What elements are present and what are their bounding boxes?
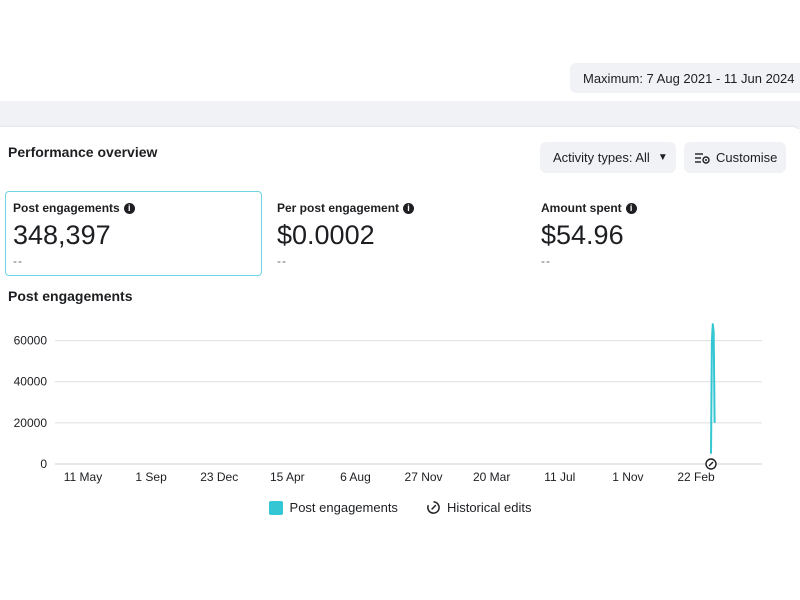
legend-swatch [268, 500, 283, 515]
metric-value: $54.96 [541, 220, 624, 250]
legend-item-post-engagements[interactable]: Post engagements [268, 500, 398, 515]
x-tick-label: 1 Sep [135, 470, 167, 484]
x-tick-label: 11 Jul [544, 470, 575, 484]
x-axis-ticks: 11 May 1 Sep 23 Dec 15 Apr 6 Aug 27 Nov 20 Mar… [64, 470, 715, 484]
date-range-label: Maximum: 7 Aug 2021 - 11 Jun 2024 [583, 70, 795, 86]
chart-gridlines [55, 340, 762, 465]
customise-icon [695, 152, 710, 164]
x-tick-label: 22 Feb [677, 470, 715, 484]
activity-types-dropdown[interactable]: Activity types: All ▼ [540, 142, 676, 173]
y-axis-ticks: 0 20000 40000 60000 [14, 334, 48, 471]
x-tick-label: 6 Aug [340, 470, 371, 484]
x-tick-label: 1 Nov [612, 470, 643, 484]
y-tick-label: 60000 [14, 334, 48, 348]
y-tick-label: 40000 [14, 375, 48, 389]
historical-edit-marker[interactable] [705, 458, 717, 470]
legend-label: Historical edits [446, 500, 532, 515]
metric-amount-spent[interactable]: Amount spent i $54.96 -- [533, 191, 790, 276]
x-tick-label: 15 Apr [270, 470, 305, 484]
x-tick-label: 27 Nov [405, 470, 443, 484]
metric-label: Amount spent [541, 201, 622, 215]
metric-label: Per post engagement [277, 201, 400, 215]
info-icon[interactable]: i [625, 202, 637, 214]
y-tick-label: 0 [40, 457, 47, 471]
section-title: Performance overview [8, 144, 158, 160]
post-engagements-chart[interactable]: 0 20000 40000 60000 11 May 1 Sep 23 Dec 15 Apr… [0, 310, 800, 490]
x-tick-label: 23 Dec [200, 470, 238, 484]
metric-label-wrap: Amount spent i [541, 200, 790, 216]
historical-edits-icon [427, 501, 440, 514]
metric-value: 348,397 [13, 220, 111, 250]
metric-comparison: -- [13, 254, 23, 268]
chart-legend: Post engagements Historical edits [0, 500, 800, 515]
metric-post-engagements[interactable]: Post engagements i 348,397 -- [5, 191, 262, 276]
metric-label-wrap: Per post engagement i [277, 200, 526, 216]
activity-types-label: Activity types: All [553, 150, 650, 165]
metric-label-wrap: Post engagements i [13, 200, 261, 216]
customise-label: Customise [716, 150, 778, 165]
caret-down-icon: ▼ [657, 152, 668, 163]
metric-comparison: -- [541, 254, 551, 268]
chart-series [710, 323, 716, 454]
metric-label: Post engagements [13, 201, 120, 215]
legend-item-historical-edits[interactable]: Historical edits [426, 500, 532, 515]
info-icon[interactable]: i [403, 202, 415, 214]
date-range-dropdown[interactable]: Maximum: 7 Aug 2021 - 11 Jun 2024 ▼ [570, 63, 800, 93]
y-tick-label: 20000 [14, 416, 48, 430]
chart-title: Post engagements [8, 288, 133, 304]
x-tick-label: 11 May [64, 470, 102, 484]
legend-label: Post engagements [289, 500, 398, 515]
series-line-post-engagements[interactable] [710, 323, 716, 454]
metric-per-post-engagement[interactable]: Per post engagement i $0.0002 -- [269, 191, 526, 276]
customise-button[interactable]: Customise [684, 142, 786, 173]
info-icon[interactable]: i [123, 202, 135, 214]
metric-comparison: -- [277, 254, 287, 268]
page-background-band [0, 101, 800, 129]
metric-value: $0.0002 [277, 220, 375, 250]
x-tick-label: 20 Mar [473, 470, 510, 484]
